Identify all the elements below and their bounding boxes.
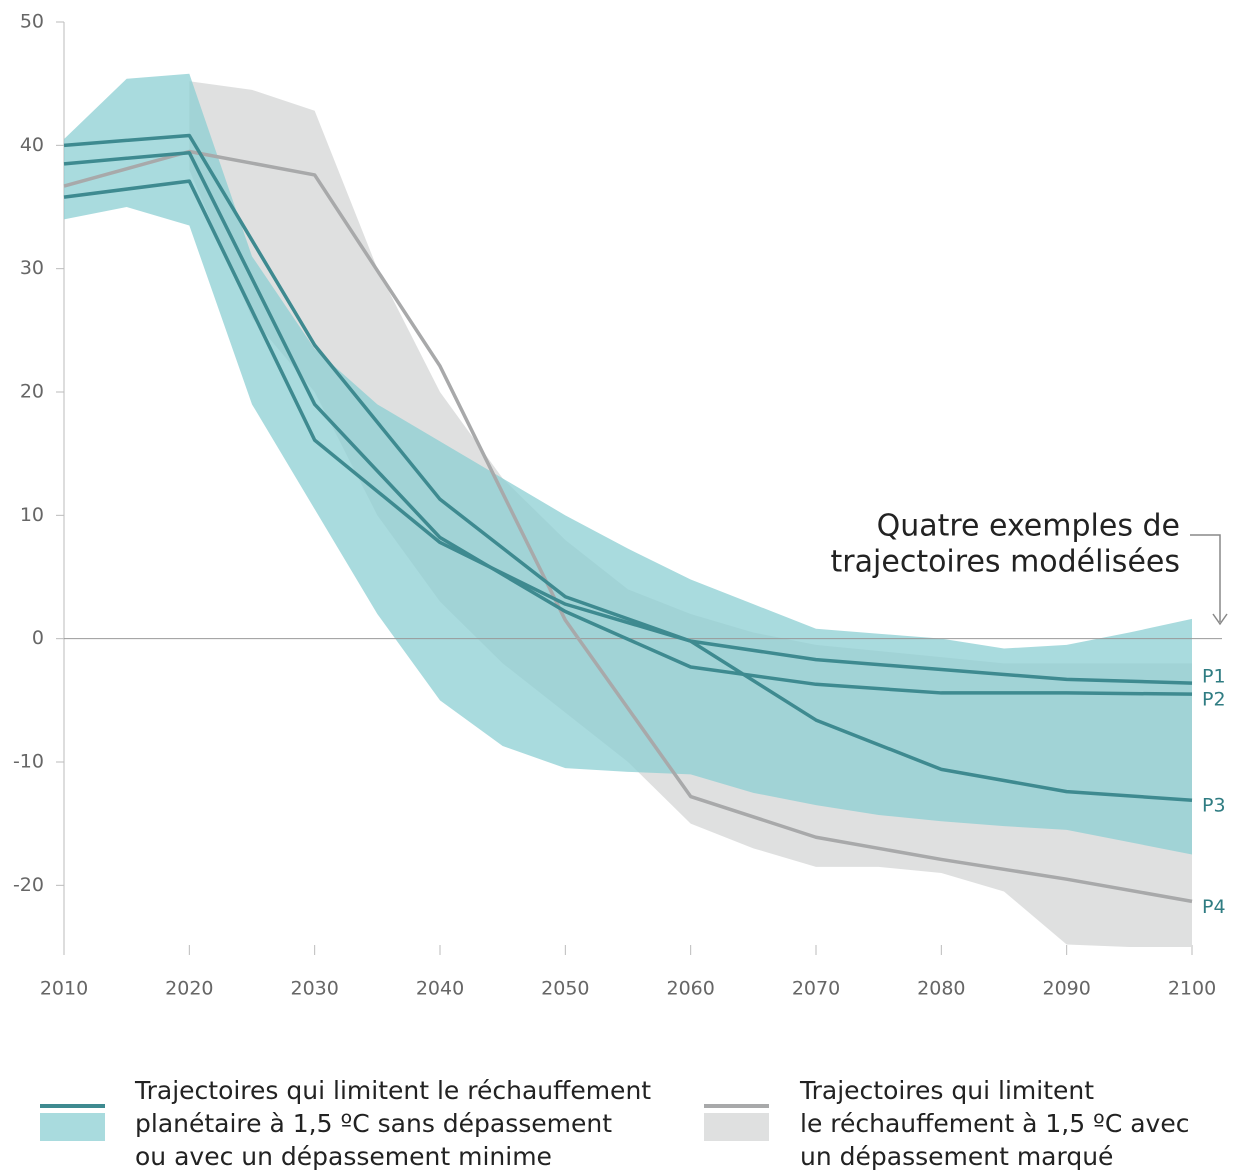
legend-label: planétaire à 1,5 ºC sans dépassement: [135, 1109, 612, 1138]
x-tick-label: 2020: [165, 978, 213, 1000]
series-line: [63, 149, 1193, 904]
series-line: [63, 179, 1193, 802]
series-label: P3: [1202, 795, 1226, 817]
x-tick-label: 2010: [40, 978, 88, 1000]
y-tick-label: 30: [20, 257, 44, 279]
x-tick-label: 2030: [290, 978, 338, 1000]
legend-swatch: [704, 1113, 769, 1141]
x-tick-label: 2070: [792, 978, 840, 1000]
bracket-arrow: [1212, 613, 1228, 626]
annotation-bracket: [1190, 534, 1228, 626]
y-tick-label: 10: [20, 504, 44, 526]
x-tick-label: 2050: [541, 978, 589, 1000]
legend-label: ou avec un dépassement minime: [135, 1142, 552, 1171]
legend-label: le réchauffement à 1,5 ºC avec: [800, 1109, 1189, 1138]
series-label: P2: [1202, 689, 1226, 711]
legend-label: Trajectoires qui limitent: [799, 1076, 1094, 1105]
legend-label: un dépassement marqué: [800, 1142, 1113, 1171]
y-tick-label: 0: [32, 627, 44, 649]
y-tick-label: 50: [20, 11, 44, 33]
y-tick-label: -10: [13, 751, 44, 773]
x-tick-label: 2080: [917, 978, 965, 1000]
series-label: P4: [1202, 896, 1226, 918]
series-line: [63, 150, 1193, 696]
y-tick-label: -20: [13, 874, 44, 896]
legend-label: Trajectoires qui limitent le réchauffeme…: [134, 1076, 651, 1105]
y-tick-label: 20: [20, 381, 44, 403]
x-tick-label: 2040: [416, 978, 464, 1000]
x-tick-label: 2100: [1168, 978, 1216, 1000]
annotation: trajectoires modélisées: [831, 545, 1180, 580]
x-tick-label: 2090: [1042, 978, 1090, 1000]
x-tick-label: 2060: [666, 978, 714, 1000]
bracket-line: [1190, 534, 1221, 622]
legend-swatch: [40, 1113, 105, 1141]
band: [64, 73, 1192, 855]
annotation: Quatre exemples de: [877, 509, 1180, 544]
y-tick-label: 40: [20, 134, 44, 156]
series-line: [63, 133, 1193, 685]
series-label: P1: [1202, 666, 1226, 688]
